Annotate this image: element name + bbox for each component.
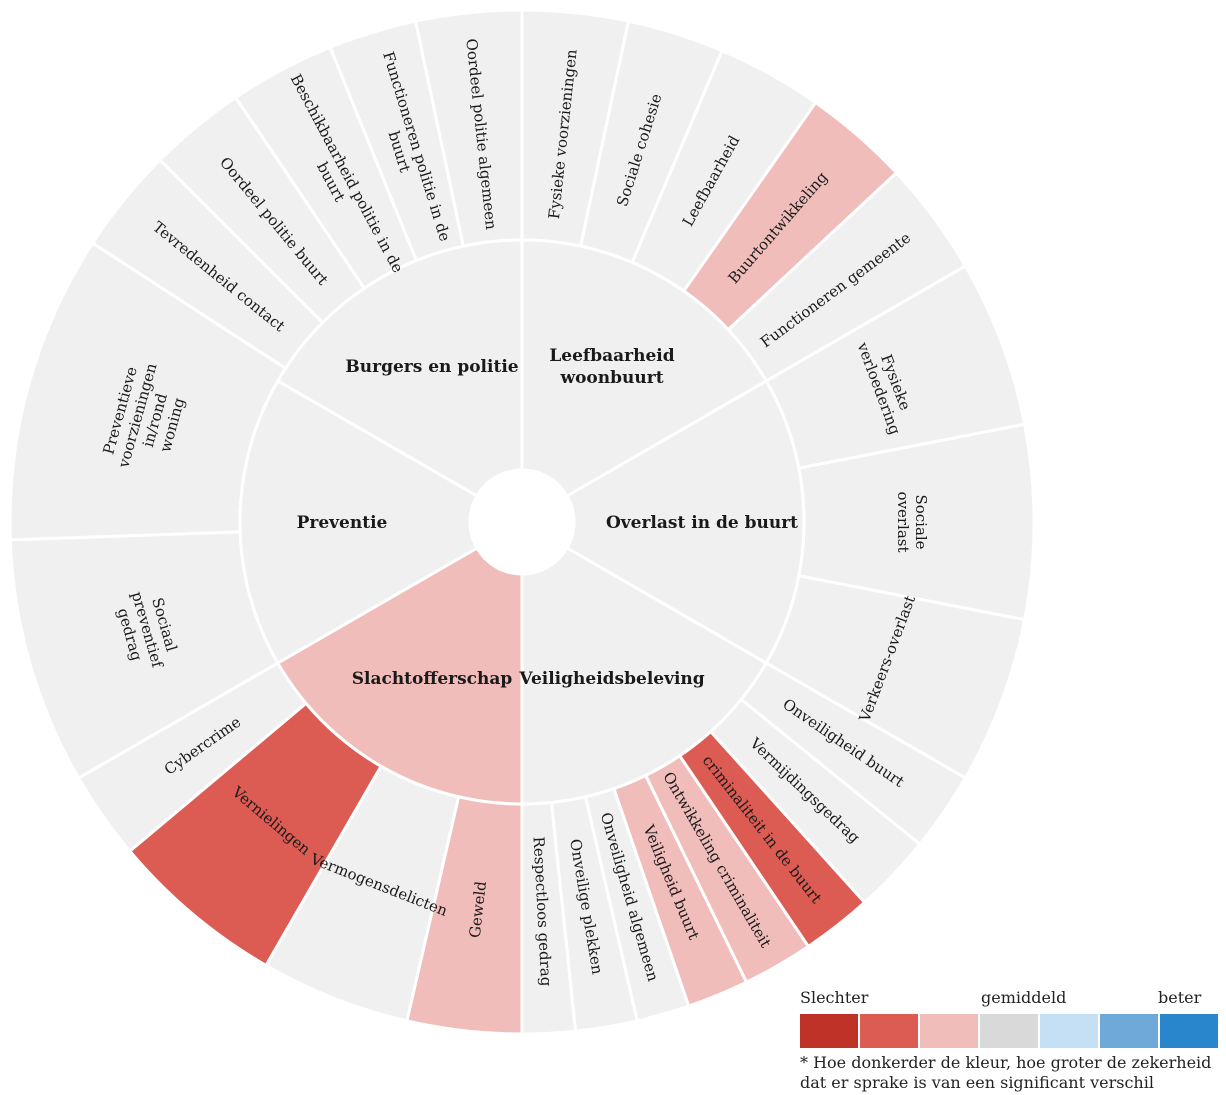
legend-swatch (1100, 1014, 1158, 1048)
legend-worse-label: Slechter (800, 988, 869, 1007)
indicator-label: Sociaalpreventiefgedrag (110, 585, 184, 676)
legend-average-label: gemiddeld (981, 988, 1067, 1007)
legend-swatch (1160, 1014, 1218, 1048)
legend-scale-labels: Slechter gemiddeld beter (800, 988, 1220, 1010)
legend-swatch (1040, 1014, 1098, 1048)
legend-better-label: beter (1158, 988, 1202, 1007)
center-hole (470, 470, 574, 574)
indicator-label: Socialeoverlast (894, 491, 930, 552)
category-label: Slachtofferschap (352, 669, 513, 689)
legend-swatch (920, 1014, 978, 1048)
inner-ring (238, 238, 806, 806)
outer-ring (8, 8, 1036, 1036)
category-label: Preventie (297, 513, 388, 533)
legend-swatches (800, 1014, 1220, 1048)
legend-swatch (980, 1014, 1038, 1048)
category-label: Leefbaarheid woonbuurt (549, 346, 674, 388)
category-label: Overlast in de buurt (606, 513, 798, 533)
legend-note: * Hoe donkerder de kleur, hoe groter de … (800, 1053, 1212, 1092)
category-label: Burgers en politie (345, 357, 518, 377)
color-legend: Slechter gemiddeld beter * Hoe donkerder… (800, 988, 1220, 1093)
category-label: Veiligheidsbeleving (518, 669, 704, 689)
legend-swatch (860, 1014, 918, 1048)
legend-swatch (800, 1014, 858, 1048)
